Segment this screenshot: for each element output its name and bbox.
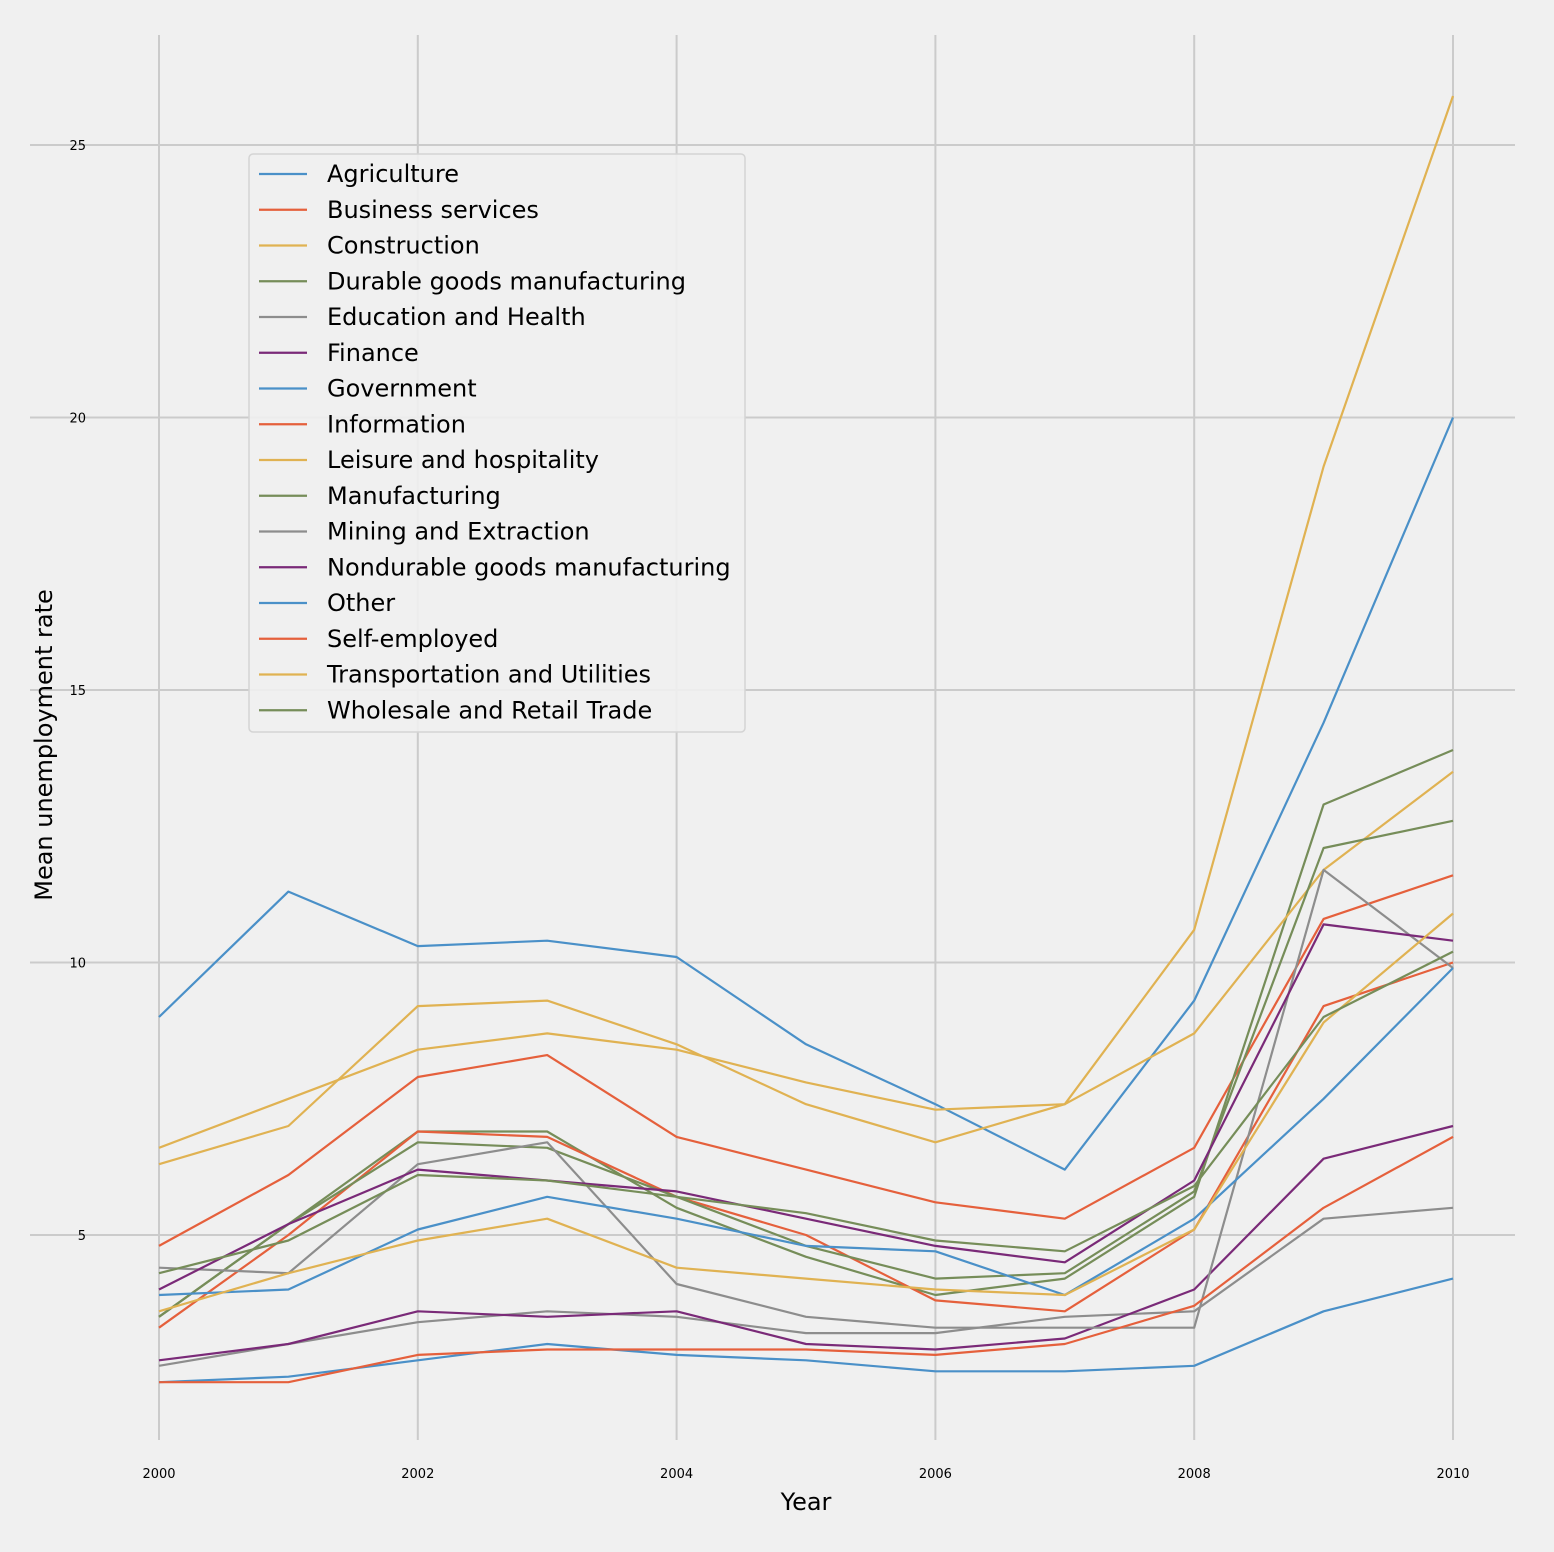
series-line-7 (158, 961, 1454, 1329)
series-line-14 (158, 912, 1454, 1313)
x-tick-label: 2010 (1436, 1467, 1469, 1482)
series-line-2 (158, 95, 1455, 1149)
legend-label: Leisure and hospitality (327, 446, 599, 474)
legend-label: Education and Health (327, 303, 586, 331)
legend-label: Durable goods manufacturing (327, 267, 686, 295)
legend-box (248, 153, 746, 733)
legend: Agriculture Business services Construction… (248, 153, 746, 733)
legend-label: Construction (327, 232, 480, 260)
x-tick-label: 2004 (660, 1467, 693, 1482)
legend-label: Wholesale and Retail Trade (327, 696, 652, 724)
legend-label: Manufacturing (327, 482, 501, 510)
series-line-4 (158, 1206, 1454, 1367)
legend-label: Mining and Extraction (327, 518, 590, 546)
x-axis-label: Year (780, 1488, 832, 1516)
legend-label: Self-employed (327, 625, 498, 653)
tick-labels: 2000 2002 2004 2006 2008 2010 5 10 15 20 25 (69, 139, 1469, 1482)
series-lines (158, 95, 1455, 1384)
series-line-13 (159, 1135, 1454, 1384)
legend-label: Other (327, 589, 395, 617)
x-tick-label: 2002 (401, 1467, 434, 1482)
legend-label: Business services (327, 196, 539, 224)
series-line-3 (158, 748, 1454, 1318)
legend-label: Finance (327, 339, 419, 367)
x-tick-label: 2008 (1178, 1467, 1211, 1482)
legend-label: Government (327, 375, 477, 403)
y-tick-label: 5 (78, 1229, 86, 1244)
legend-label: Transportation and Utilities (326, 661, 651, 689)
y-axis-label: Mean unemployment rate (30, 589, 58, 901)
y-tick-label: 15 (69, 684, 86, 699)
series-line-1 (158, 874, 1454, 1247)
y-tick-label: 10 (69, 957, 86, 972)
series-line-11 (158, 923, 1454, 1291)
series-line-8 (158, 770, 1454, 1166)
series-line-15 (158, 950, 1454, 1275)
y-tick-label: 20 (69, 412, 86, 427)
legend-label: Agriculture (327, 160, 459, 188)
series-line-6 (158, 1277, 1454, 1384)
series-line-12 (158, 967, 1454, 1297)
legend-label: Nondurable goods manufacturing (327, 553, 731, 581)
series-line-10 (158, 868, 1454, 1329)
y-tick-label: 25 (69, 139, 86, 154)
legend-label: Information (327, 410, 466, 438)
x-tick-label: 2000 (142, 1467, 175, 1482)
x-tick-label: 2006 (919, 1467, 952, 1482)
series-line-5 (158, 1124, 1454, 1362)
series-line-0 (158, 417, 1455, 1171)
